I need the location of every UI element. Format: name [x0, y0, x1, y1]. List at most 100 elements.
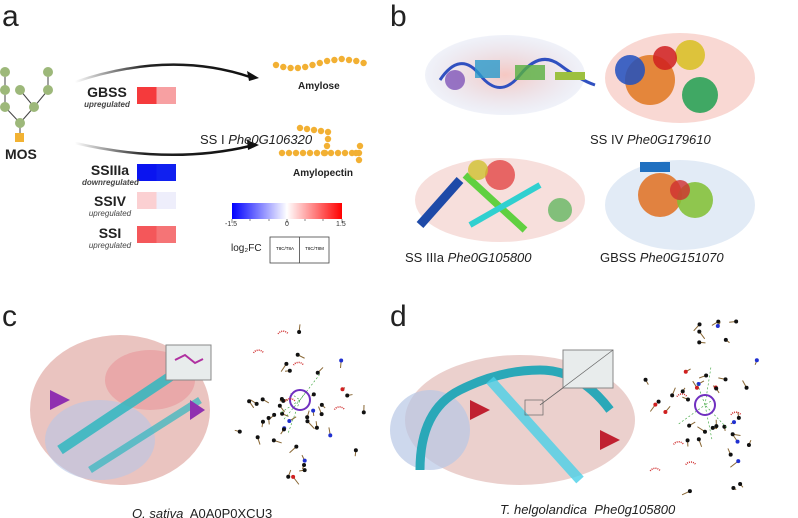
- atom: [302, 468, 307, 473]
- glucose-bead: [324, 135, 332, 143]
- atom: [685, 438, 690, 443]
- arrowhead-icon: [247, 140, 259, 150]
- hydrophobic-contact-icon: [649, 467, 661, 472]
- panel-label-d: d: [390, 300, 407, 333]
- glucose-bead: [338, 55, 345, 63]
- glucose-bead: [352, 149, 360, 157]
- mos-tree-icon: [0, 67, 53, 142]
- hydrogen-bond: [288, 399, 301, 433]
- atom: [643, 377, 648, 382]
- heatmap-cell: [156, 192, 176, 209]
- protein-surface-thelgolandica: [390, 349, 635, 485]
- protein-name: SS IIIa: [405, 250, 445, 265]
- atom: [723, 377, 728, 382]
- protein-name: GBSS: [600, 250, 637, 265]
- protein-structure-gbss: [605, 160, 755, 250]
- glucose-bead: [317, 127, 325, 135]
- gene-regulation: upregulated: [84, 100, 130, 109]
- atom: [345, 393, 350, 398]
- atom: [694, 385, 699, 390]
- interaction-diagram-thelgolandica: [643, 319, 759, 496]
- atom: [272, 412, 277, 417]
- atom: [653, 402, 658, 407]
- glucose-bead: [309, 61, 316, 69]
- ligand-ring: [289, 389, 311, 411]
- atom: [656, 399, 661, 404]
- gene-name: SSIIIa: [90, 162, 130, 178]
- atom: [314, 425, 319, 430]
- protein-surface-osativa: [30, 335, 212, 485]
- atom: [319, 412, 324, 417]
- glucose-bead: [345, 56, 353, 64]
- hydrogen-bond: [678, 404, 706, 425]
- product-label: Amylopectin: [293, 168, 354, 179]
- hydrophobic-contact-icon: [676, 393, 688, 398]
- atom: [744, 385, 749, 390]
- amylopectin-chain-icon: [278, 124, 364, 164]
- glucose-bead: [324, 128, 332, 136]
- gene-name: SSI: [98, 225, 122, 241]
- atom: [294, 444, 299, 449]
- atom: [663, 409, 668, 414]
- atom: [728, 452, 733, 457]
- atom: [685, 397, 690, 402]
- atom: [291, 474, 296, 479]
- atom: [328, 433, 333, 438]
- atom: [311, 392, 316, 397]
- heatmap-cell: [137, 164, 157, 181]
- atom: [696, 437, 701, 442]
- glucose-bead: [341, 149, 349, 157]
- colorbar: [232, 203, 342, 219]
- gene-regulation: upregulated: [88, 241, 132, 250]
- ligand-ring: [694, 394, 716, 416]
- heatmap-cell: [156, 164, 176, 181]
- atom: [287, 419, 292, 424]
- atom: [266, 415, 271, 420]
- glucose-bead: [331, 56, 338, 64]
- glucose-bead: [272, 61, 280, 69]
- hydrophobic-contact-icon: [252, 349, 265, 354]
- structure-caption-ss4: SS IV Phe0G179610: [590, 132, 711, 147]
- hydrogen-bond: [704, 400, 711, 406]
- atom: [302, 458, 307, 463]
- amylose-chain-icon: [272, 55, 367, 72]
- structure-caption-ss3a: SS IIIa Phe0G105800: [405, 250, 532, 265]
- glucose-bead: [327, 149, 335, 157]
- atom: [277, 403, 282, 408]
- atom: [254, 401, 259, 406]
- atom: [271, 438, 276, 443]
- atom: [738, 481, 743, 486]
- colorbar-min: -1.5: [225, 221, 238, 228]
- atom: [339, 358, 344, 363]
- atom: [696, 381, 701, 386]
- atom: [280, 411, 285, 416]
- atom: [295, 352, 300, 357]
- hydrophobic-contact-icon: [730, 411, 742, 416]
- heatmap-cell: [137, 192, 157, 209]
- legend-label: log₂FC: [231, 243, 262, 254]
- colorbar-ticks: [231, 219, 343, 223]
- atom: [697, 340, 702, 345]
- gene-id: Phe0G106320: [228, 132, 313, 147]
- atom: [732, 420, 737, 425]
- atom: [736, 459, 741, 464]
- atom: [697, 322, 702, 327]
- gene-ssiiia: SSIIIa downregulated: [82, 162, 139, 187]
- glucose-bead: [323, 57, 331, 65]
- atom: [683, 369, 688, 374]
- hydrophobic-contact-icon: [277, 330, 289, 335]
- atom: [340, 387, 345, 392]
- glucose-bead: [299, 149, 307, 157]
- hydrogen-bond: [299, 374, 321, 401]
- glucose-bead: [292, 149, 300, 157]
- glucose-bead: [353, 57, 360, 65]
- protein-id: A0A0P0XCU3: [189, 506, 273, 518]
- glucose-bead: [356, 142, 364, 150]
- atom: [281, 427, 286, 432]
- atom: [697, 329, 702, 334]
- heatmap-cell: [156, 226, 176, 243]
- heatmap-cell: [137, 226, 157, 243]
- hydrogen-bond: [704, 404, 713, 440]
- atom: [746, 442, 751, 447]
